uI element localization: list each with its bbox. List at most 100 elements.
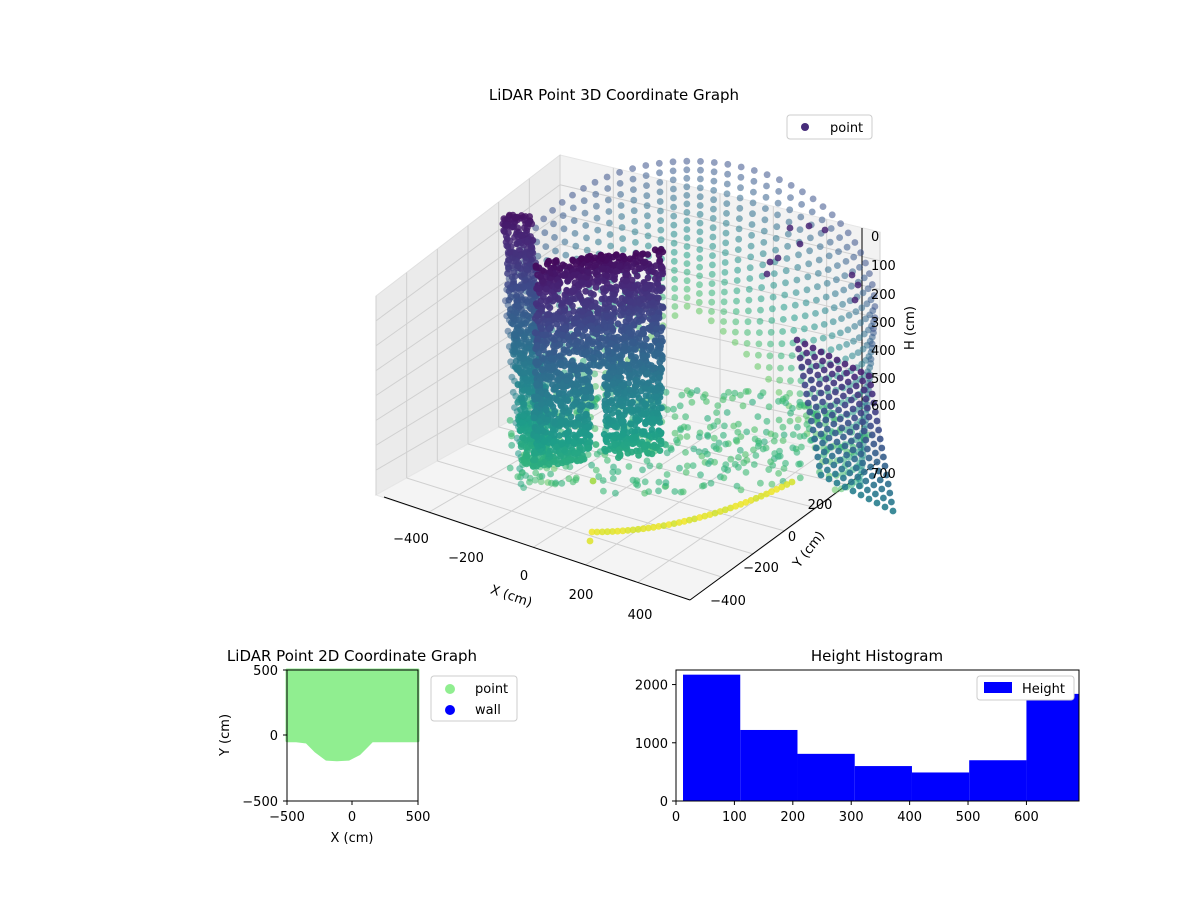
data-point [787,194,794,202]
data-point [611,440,619,448]
data-point [696,254,704,262]
data-point [865,495,873,503]
data-point [536,473,544,481]
data-point [594,268,601,275]
data-point [796,390,804,398]
data-point [696,184,704,192]
data-point [759,250,767,258]
data-point [604,391,611,399]
data-point [776,452,784,460]
data-point [540,346,547,354]
data-point [501,228,508,236]
data-point [579,308,586,315]
data-point [546,304,554,312]
data-point [659,304,667,312]
chart-3d: LiDAR Point 3D Coordinate Graph −400 −20… [374,86,918,623]
data-point [856,264,863,271]
data-point [691,515,698,523]
data-point [607,323,614,331]
data-point [649,443,656,450]
data-point [670,257,678,265]
data-point [752,452,760,459]
data-point [620,305,628,312]
data-point [763,182,770,190]
data-point [632,354,640,361]
data-point [612,297,619,304]
data-point [614,337,622,344]
data-point [641,443,648,450]
data-point [634,481,641,489]
data-point [782,279,789,287]
data-point [634,416,642,424]
data-point [641,284,649,292]
data-point [585,269,593,276]
data-point [880,453,887,461]
data-point [562,419,570,427]
data-point [709,233,717,241]
data-point [754,413,762,420]
data-point [621,333,629,341]
data-point [770,437,778,445]
data-point [670,248,678,256]
data-point [846,428,854,436]
data-point [601,294,609,302]
legend-label: Height [1022,682,1065,697]
data-point [574,381,582,388]
data-point [525,220,532,228]
data-point [757,479,764,487]
data-point [559,212,567,220]
data-point [639,466,646,474]
data-point [735,454,742,461]
data-point [545,460,553,468]
data-point [814,412,822,420]
data-point [626,387,634,394]
data-point [506,248,514,256]
data-point [772,246,779,254]
data-point [776,376,784,384]
data-point [671,294,679,301]
data-point [703,398,710,405]
data-point [825,352,833,360]
data-point [647,344,655,351]
data-point [667,446,675,453]
data-point [656,462,663,470]
data-point [558,199,566,206]
data-point [608,399,616,407]
data-point [819,439,826,447]
data-point [593,214,601,222]
data-point [820,448,828,456]
data-point [630,207,638,215]
data-point [807,234,814,242]
data-point [787,182,795,189]
data-point [522,257,530,265]
data-point [737,163,745,171]
data-point [561,362,568,370]
data-point [591,178,599,186]
data-point [566,390,574,397]
data-point [548,374,556,381]
data-point [570,217,578,225]
data-point [584,256,591,263]
data-point [841,401,849,409]
data-point [814,270,822,277]
data-point [743,340,751,347]
data-point [644,242,652,250]
data-point [644,222,652,230]
data-point [876,435,884,443]
data-point [658,365,666,373]
data-point [760,239,768,246]
data-point [671,413,679,420]
data-point [642,172,650,180]
data-point [567,367,575,374]
data-point [797,401,804,409]
data-point [645,488,653,495]
data-point [683,226,691,233]
data-point [779,397,786,405]
data-point [643,457,651,465]
data-point [848,396,855,404]
data-point [812,403,820,411]
data-point [832,429,839,437]
data-point [865,454,873,462]
data-point [683,243,691,250]
data-point [670,239,678,247]
